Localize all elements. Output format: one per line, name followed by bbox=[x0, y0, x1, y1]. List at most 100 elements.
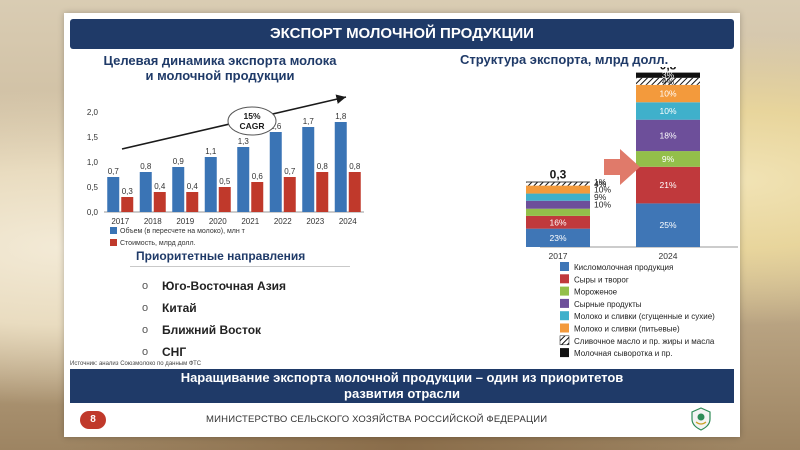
bar-cost bbox=[348, 172, 361, 212]
footer: 8 МИНИСТЕРСТВО СЕЛЬСКОГО ХОЗЯЙСТВА РОССИ… bbox=[70, 407, 734, 431]
x-tick-label: 2020 bbox=[209, 217, 227, 226]
data-label-volume: 1,8 bbox=[335, 112, 347, 121]
data-label-volume: 0,9 bbox=[173, 157, 185, 166]
segment-label: 3% bbox=[662, 70, 675, 80]
y-tick-label: 0,0 bbox=[87, 208, 99, 217]
y-tick-label: 1,0 bbox=[87, 158, 99, 167]
segment-label: 10% bbox=[594, 200, 611, 210]
x-tick-label: 2023 bbox=[306, 217, 324, 226]
stack-segment bbox=[526, 200, 590, 209]
legend-swatch bbox=[560, 286, 569, 296]
stack-segment bbox=[526, 185, 590, 194]
x-tick-label: 2018 bbox=[144, 217, 162, 226]
stack-segment bbox=[636, 84, 700, 103]
legend-label: Объем (в пересчете на молоко), млн т bbox=[120, 227, 246, 235]
data-label-volume: 1,6 bbox=[270, 122, 282, 131]
legend-swatch bbox=[560, 311, 569, 321]
bar-volume bbox=[107, 177, 120, 212]
segment-label: 18% bbox=[659, 130, 676, 140]
stack-segment bbox=[526, 182, 590, 186]
total-label: 0,3 bbox=[550, 168, 567, 182]
cagr-oval bbox=[227, 106, 277, 136]
data-label-volume: 1,7 bbox=[303, 117, 315, 126]
segment-label: 9% bbox=[594, 192, 607, 202]
segment-label: 23% bbox=[549, 233, 566, 243]
legend-label: Стоимость, млрд долл. bbox=[120, 240, 196, 247]
left-chart-title: Целевая динамика экспорта молока и молоч… bbox=[103, 53, 337, 83]
segment-label: 10% bbox=[659, 106, 676, 116]
x-tick-label: 2022 bbox=[274, 217, 292, 226]
cagr-value: 15% bbox=[243, 111, 260, 121]
conclusion-banner: Наращивание экспорта молочной продукции … bbox=[70, 369, 734, 403]
segment-label: 10% bbox=[594, 185, 611, 195]
directions-heading: Приоритетные направления bbox=[136, 249, 306, 263]
stack-segment bbox=[526, 193, 590, 201]
data-label-cost: 0,5 bbox=[219, 177, 231, 186]
data-label-volume: 1,1 bbox=[205, 147, 217, 156]
legend-label: Сливочное масло и пр. жиры и масла bbox=[574, 337, 715, 346]
data-label-cost: 0,4 bbox=[187, 182, 199, 191]
bar-volume bbox=[204, 157, 217, 212]
x-tick-label: 2024 bbox=[659, 251, 678, 261]
data-label-cost: 0,8 bbox=[349, 162, 361, 171]
list-item: o СНГ bbox=[142, 341, 286, 363]
right-chart-title: Структура экспорта, млрд долл. bbox=[460, 52, 669, 67]
list-item: o Китай bbox=[142, 297, 286, 319]
data-label-volume: 1,3 bbox=[238, 137, 250, 146]
legend-label: Сыры и творог bbox=[574, 275, 629, 284]
list-item: o Юго-Восточная Азия bbox=[142, 275, 286, 297]
bar-volume bbox=[334, 122, 347, 212]
legend-label: Молочная сыворотка и пр. bbox=[574, 349, 672, 358]
stack-segment bbox=[636, 151, 700, 167]
source-note: Источник: анализ Союзмолоко по данным ФТ… bbox=[70, 361, 202, 367]
x-tick-label: 2017 bbox=[549, 251, 568, 261]
stack-segment bbox=[636, 102, 700, 120]
legend-label: Кисломолочная продукция bbox=[574, 263, 673, 272]
data-label-cost: 0,8 bbox=[317, 162, 329, 171]
ministry-emblem-icon bbox=[691, 407, 711, 431]
bar-cost bbox=[121, 197, 134, 212]
divider bbox=[130, 266, 350, 267]
legend-label: Мороженое bbox=[574, 288, 618, 297]
stack-segment bbox=[526, 215, 590, 229]
segment-label: 21% bbox=[659, 180, 676, 190]
bullet-icon: o bbox=[142, 346, 149, 358]
ministry-name: МИНИСТЕРСТВО СЕЛЬСКОГО ХОЗЯЙСТВА РОССИЙС… bbox=[206, 414, 548, 425]
growth-arrow-icon bbox=[604, 149, 640, 185]
segment-label: 1% bbox=[594, 177, 607, 187]
banner-line-1: Наращивание экспорта молочной продукции … bbox=[180, 370, 624, 385]
bar-volume bbox=[172, 167, 185, 212]
stack-segment bbox=[526, 181, 590, 183]
stack-segment bbox=[636, 119, 700, 152]
stack-segment bbox=[526, 228, 590, 247]
cagr-label: CAGR bbox=[239, 121, 264, 131]
legend-swatch bbox=[560, 323, 569, 333]
legend-swatch bbox=[560, 274, 569, 284]
data-label-cost: 0,6 bbox=[252, 172, 264, 181]
bar-cost bbox=[251, 182, 264, 212]
bar-cost bbox=[186, 192, 199, 212]
stack-segment bbox=[526, 208, 590, 216]
stack-segment bbox=[636, 203, 700, 247]
bar-cost bbox=[316, 172, 329, 212]
bar-volume bbox=[139, 172, 152, 212]
banner-line-2: развития отрасли bbox=[344, 386, 460, 401]
data-label-volume: 0,7 bbox=[108, 167, 120, 176]
bar-volume bbox=[302, 127, 315, 212]
x-tick-label: 2024 bbox=[339, 217, 357, 226]
total-label: 0,8 bbox=[660, 67, 677, 73]
segment-label: 9% bbox=[662, 154, 675, 164]
data-label-cost: 0,3 bbox=[122, 187, 134, 196]
legend-label: Молоко и сливки (питьевые) bbox=[574, 325, 680, 334]
directions-list: o Юго-Восточная Азия o Китай o Ближний Вост… bbox=[142, 275, 286, 363]
bar-cost bbox=[283, 177, 296, 212]
slide: ЭКСПОРТ МОЛОЧНОЙ ПРОДУКЦИИ Целевая динам… bbox=[64, 13, 740, 437]
bullet-icon: o bbox=[142, 324, 149, 336]
y-tick-label: 1,5 bbox=[87, 133, 99, 142]
y-tick-label: 0,5 bbox=[87, 183, 99, 192]
legend-swatch bbox=[560, 298, 569, 308]
y-tick-label: 2,0 bbox=[87, 108, 99, 117]
legend-swatch bbox=[559, 335, 570, 346]
segment-label: 10% bbox=[659, 89, 676, 99]
x-tick-label: 2017 bbox=[111, 217, 129, 226]
